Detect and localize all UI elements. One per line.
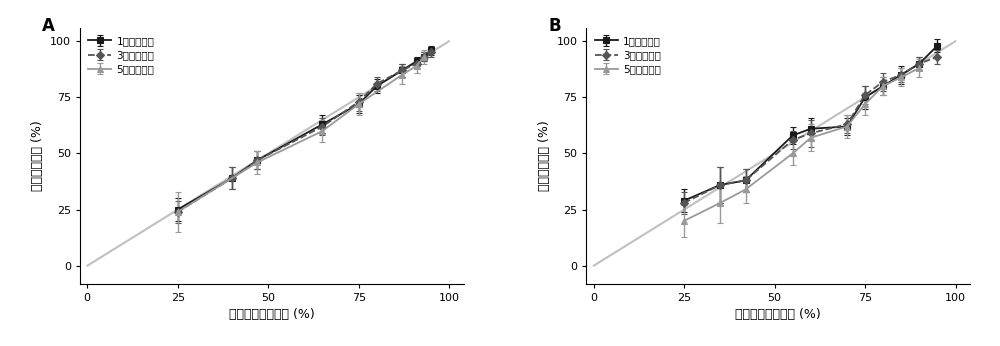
Text: A: A — [42, 17, 55, 35]
Y-axis label: 观测生存概率 (%): 观测生存概率 (%) — [538, 120, 551, 191]
X-axis label: 模型预测生存概率 (%): 模型预测生存概率 (%) — [229, 308, 315, 321]
X-axis label: 模型预测生存概率 (%): 模型预测生存概率 (%) — [735, 308, 821, 321]
Y-axis label: 观测生存概率 (%): 观测生存概率 (%) — [31, 120, 44, 191]
Legend: 1年生存概率, 3年生存概率, 5年生存概率: 1年生存概率, 3年生存概率, 5年生存概率 — [85, 33, 157, 78]
Text: B: B — [548, 17, 561, 35]
Legend: 1年生存概率, 3年生存概率, 5年生存概率: 1年生存概率, 3年生存概率, 5年生存概率 — [592, 33, 664, 78]
